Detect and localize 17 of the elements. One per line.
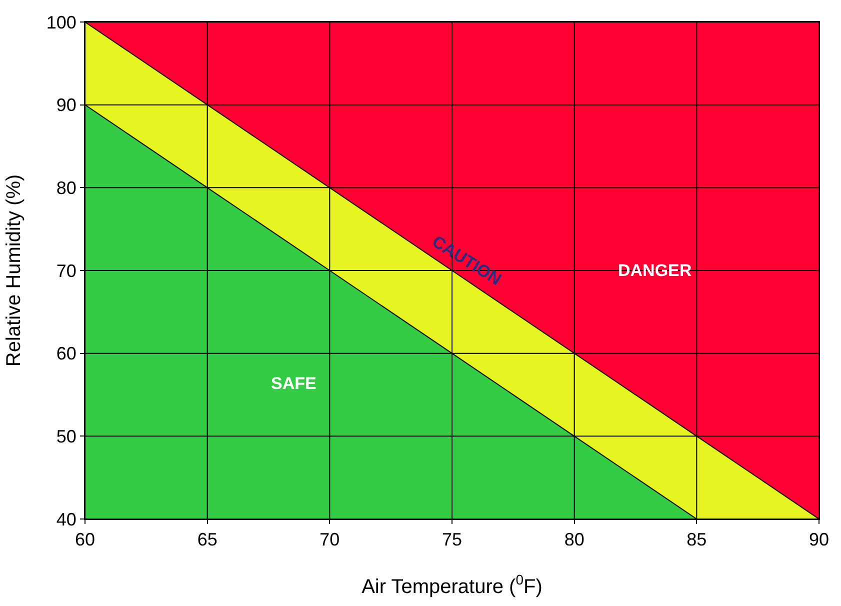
x-tick-label: 80 xyxy=(564,530,584,550)
y-axis-title: Relative Humidity (%) xyxy=(2,174,25,367)
series-label: SAFE xyxy=(271,374,316,393)
x-tick-label: 65 xyxy=(197,530,218,550)
y-tick-label: 40 xyxy=(56,509,76,530)
y-tick-label: 100 xyxy=(46,12,76,32)
x-tick-label: 60 xyxy=(74,530,96,550)
y-tick-label: 70 xyxy=(56,260,76,281)
y-tick-label: 90 xyxy=(56,95,76,116)
y-tick-label: 50 xyxy=(56,426,76,446)
y-tick-label: 80 xyxy=(56,178,76,198)
x-tick-label: 90 xyxy=(808,530,830,550)
x-tick-label: 85 xyxy=(686,530,707,550)
x-axis-title: Air Temperature ($^{0}$F) xyxy=(362,572,542,598)
x-tick-label: 75 xyxy=(442,530,462,550)
x-tick-label: 70 xyxy=(320,530,340,550)
y-tick-label: 60 xyxy=(56,344,76,364)
